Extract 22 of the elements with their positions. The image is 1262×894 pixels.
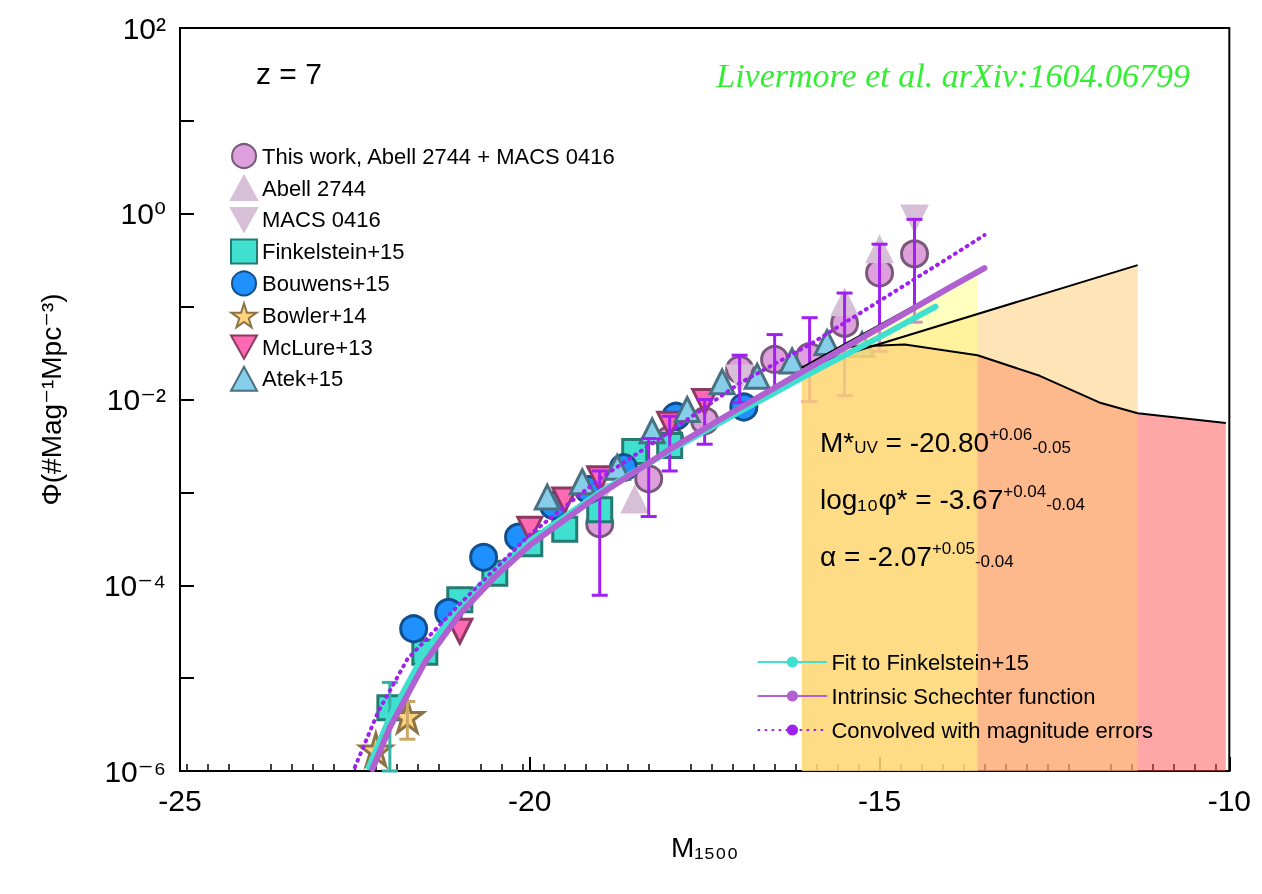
legend-label: Bouwens+15 [262, 270, 390, 296]
x-axis-title: M₁₅₀₀ [671, 831, 739, 863]
y-tick-label: 10² [122, 11, 167, 45]
legend-label: Finkelstein+15 [262, 238, 405, 264]
x-tick-label: -10 [1207, 783, 1251, 817]
legend-label: Intrinsic Schechter function [831, 683, 1096, 709]
y-tick-label: 10⁰ [120, 197, 166, 231]
legend-label: Convolved with magnitude errors [831, 717, 1154, 743]
legend-label: McLure+13 [262, 334, 373, 360]
legend-label: Fit to Finkelstein+15 [831, 649, 1029, 675]
y-tick-label: 10⁻² [106, 383, 166, 416]
annotation: z = 7 [256, 56, 322, 90]
x-tick-label: -15 [857, 783, 902, 817]
legend-label: This work, Abell 2744 + MACS 0416 [262, 143, 615, 169]
legend-label: Abell 2744 [262, 175, 366, 201]
y-tick-label: 10⁻⁴ [103, 568, 166, 602]
y-axis-title: Φ(#Mag⁻¹Mpc⁻³) [35, 293, 67, 506]
legend-label: Bowler+14 [262, 302, 367, 328]
legend-label: MACS 0416 [262, 207, 381, 233]
x-tick-label: -20 [508, 783, 552, 817]
legend-label: Atek+15 [262, 366, 344, 392]
annotation: Livermore et al. arXiv:1604.06799 [715, 56, 1190, 94]
